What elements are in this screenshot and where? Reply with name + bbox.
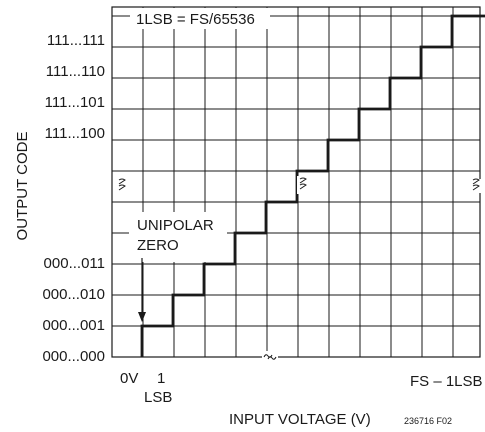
x-label-0v: 0V: [120, 370, 138, 387]
axis-break-middle: [297, 176, 309, 194]
axis-break-right: [470, 178, 482, 193]
y-code-111-111: 111...111: [47, 32, 105, 49]
y-code-000-001: 000...001: [42, 317, 105, 334]
y-code-000-011: 000...011: [44, 255, 105, 272]
axis-break-bottom: [262, 351, 278, 363]
y-code-000-010: 000...010: [42, 286, 105, 303]
annotation-unipolar: UNIPOLAR: [137, 217, 214, 234]
y-code-111-110: 111...110: [46, 63, 105, 80]
y-axis-title: OUTPUT CODE: [14, 132, 31, 241]
x-label-lsb: LSB: [144, 389, 172, 406]
axis-break-left: [116, 178, 128, 193]
annotation-zero: ZERO: [137, 237, 179, 254]
x-label-1: 1: [157, 370, 165, 387]
y-code-000-000: 000...000: [42, 348, 105, 365]
figure-id: 236716 F02: [404, 416, 452, 426]
y-code-111-101: 111...101: [45, 94, 105, 111]
x-label-full-scale: FS – 1LSB: [410, 373, 483, 390]
transfer-staircase: [140, 14, 485, 357]
annotation-arrow: [138, 258, 146, 322]
annotation-bg: [129, 212, 227, 262]
y-code-111-100: 111...100: [45, 125, 105, 142]
x-axis-title: INPUT VOLTAGE (V): [229, 411, 371, 428]
resolution-label: 1LSB = FS/65536: [136, 11, 255, 28]
resolution-label-bg: [130, 8, 270, 29]
